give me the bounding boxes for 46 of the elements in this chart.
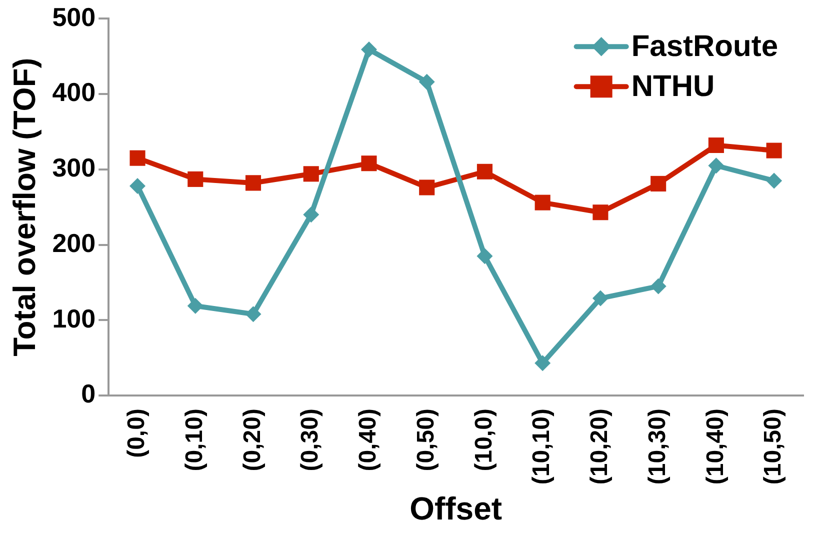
- point: [766, 172, 782, 189]
- x-tick-label: (0,0): [123, 408, 150, 458]
- point: [476, 164, 493, 180]
- y-tick-label: 0: [81, 378, 96, 409]
- point: [534, 194, 550, 210]
- y-tick-label: 200: [52, 228, 96, 258]
- point: [303, 166, 319, 182]
- point: [708, 158, 724, 174]
- point: [650, 176, 666, 192]
- point: [592, 290, 608, 306]
- x-tick-label: (10,20): [586, 408, 614, 485]
- point: [476, 248, 493, 264]
- y-tick-label: 300: [52, 152, 96, 183]
- x-tick-label: (10,30): [644, 408, 671, 485]
- point: [303, 206, 320, 223]
- x-tick-label: (10,10): [528, 408, 556, 485]
- legend-label: FastRoute: [631, 30, 778, 63]
- x-axis-title: Offset: [410, 490, 502, 527]
- x-tick-label: (0,20): [238, 408, 266, 472]
- x-tick-label: (0,30): [296, 408, 324, 472]
- y-axis-title: Total overflow (TOF): [7, 58, 42, 356]
- point: [650, 278, 666, 294]
- point: [708, 137, 724, 154]
- point: [245, 306, 262, 322]
- y-tick-label: 100: [52, 303, 96, 334]
- point: [187, 298, 204, 314]
- x-tick-label: (10,50): [760, 408, 787, 485]
- x-tick-label: (0,10): [181, 408, 208, 472]
- point: [361, 156, 377, 172]
- point: [245, 175, 262, 191]
- x-tick-label: (0,40): [354, 408, 382, 472]
- point: [592, 204, 608, 220]
- point: [766, 142, 782, 158]
- y-tick-label: 400: [52, 77, 96, 108]
- point: [360, 42, 377, 58]
- point: [419, 180, 435, 196]
- point: [188, 171, 204, 187]
- point: [130, 178, 146, 194]
- legend-label: NTHU: [631, 70, 715, 103]
- y-tick-label: 500: [52, 2, 96, 32]
- point: [418, 74, 435, 90]
- point: [534, 355, 551, 372]
- x-tick-label: (10,40): [702, 408, 729, 485]
- point: [130, 150, 146, 166]
- x-tick-label: (10,0): [470, 408, 498, 472]
- x-tick-label: (0,50): [412, 408, 440, 472]
